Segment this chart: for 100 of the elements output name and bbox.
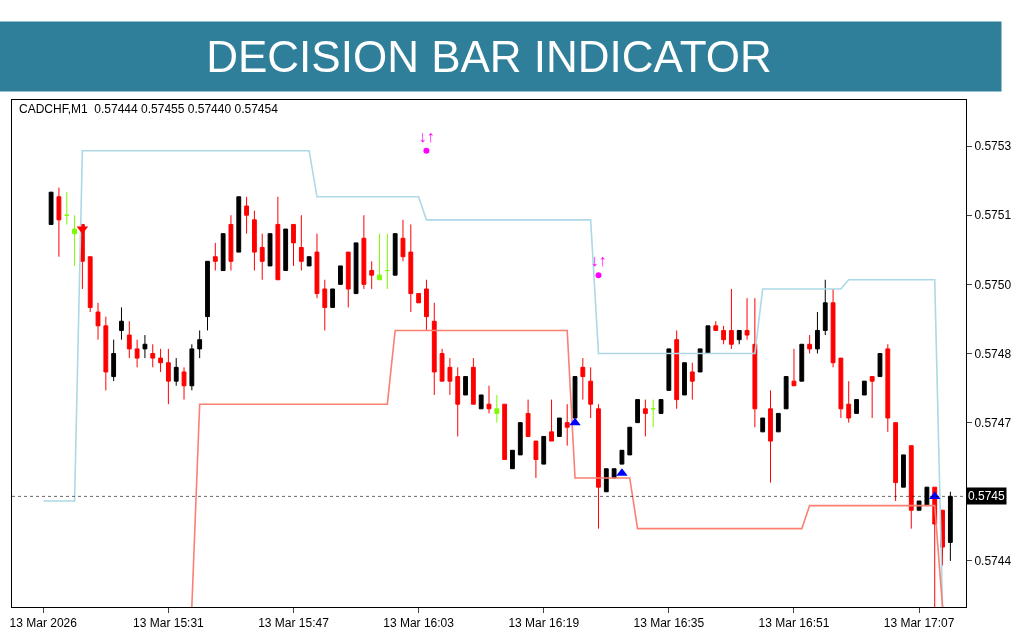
candlestick bbox=[893, 422, 899, 502]
x-tick-label: 13 Mar 16:51 bbox=[758, 616, 830, 631]
x-tick-label: 13 Mar 2026 bbox=[9, 616, 78, 631]
candlestick bbox=[486, 385, 492, 414]
candlestick bbox=[666, 348, 672, 391]
candlestick bbox=[510, 449, 515, 470]
candlestick bbox=[87, 256, 93, 313]
x-tick-label: 13 Mar 17:07 bbox=[883, 616, 955, 631]
candlestick bbox=[901, 454, 906, 488]
candlestick bbox=[869, 376, 875, 419]
candlestick bbox=[916, 500, 922, 511]
y-tick-label: 0.5744 bbox=[974, 554, 1012, 569]
candlestick bbox=[189, 343, 195, 391]
candlestick bbox=[799, 343, 805, 382]
candlestick bbox=[463, 376, 468, 396]
candlestick bbox=[439, 348, 445, 382]
candlestick bbox=[173, 357, 179, 387]
candlestick bbox=[885, 343, 891, 433]
candlestick bbox=[854, 399, 859, 414]
candlestick bbox=[908, 445, 914, 530]
candlestick bbox=[713, 320, 719, 331]
candlestick bbox=[728, 288, 734, 350]
data-label: ↓↑ bbox=[418, 127, 435, 145]
candlestick bbox=[384, 233, 390, 290]
candlestick bbox=[697, 348, 703, 373]
candlestick bbox=[744, 297, 750, 341]
candlestick bbox=[556, 417, 562, 437]
candlestick bbox=[165, 348, 171, 405]
candlestick bbox=[580, 357, 586, 401]
candlestick bbox=[361, 214, 367, 290]
candlestick bbox=[212, 242, 218, 272]
candlestick bbox=[517, 422, 523, 456]
candlestick bbox=[635, 399, 640, 424]
candlestick bbox=[822, 279, 828, 336]
candlestick bbox=[705, 325, 711, 354]
candlestick bbox=[111, 339, 117, 382]
candlestick bbox=[345, 251, 351, 308]
point bbox=[423, 147, 430, 154]
candlestick bbox=[181, 366, 187, 401]
candlestick bbox=[603, 468, 609, 493]
candlestick bbox=[330, 288, 336, 308]
candlestick bbox=[142, 334, 148, 359]
candlestick bbox=[205, 260, 210, 331]
candlestick bbox=[275, 196, 281, 281]
candlestick bbox=[95, 302, 101, 341]
candlestick bbox=[541, 435, 547, 465]
candlestick bbox=[314, 233, 320, 299]
candlestick bbox=[549, 399, 554, 442]
candlestick bbox=[861, 380, 867, 396]
candlestick bbox=[533, 440, 539, 479]
candlestick bbox=[619, 449, 625, 465]
candlestick bbox=[877, 353, 883, 378]
candlestick bbox=[298, 214, 304, 272]
x-tick-label: 13 Mar 16:03 bbox=[383, 616, 455, 631]
candlestick bbox=[72, 214, 77, 267]
candlestick bbox=[564, 403, 570, 447]
candlestick bbox=[267, 233, 273, 267]
candlestick bbox=[494, 394, 500, 424]
candlestick bbox=[596, 403, 601, 530]
candlestick bbox=[783, 376, 789, 410]
candlestick bbox=[846, 380, 852, 424]
candlestick bbox=[220, 233, 226, 272]
candlestick bbox=[64, 191, 70, 225]
candlestick bbox=[251, 210, 257, 272]
candlestick bbox=[721, 325, 727, 345]
candlestick bbox=[682, 362, 687, 396]
candlestick bbox=[736, 329, 742, 345]
candlestick bbox=[291, 223, 296, 267]
candlestick bbox=[658, 399, 664, 414]
x-tick-label: 13 Mar 16:35 bbox=[633, 616, 705, 631]
candlestick bbox=[838, 357, 844, 419]
candlestick bbox=[48, 191, 54, 225]
candlestick bbox=[572, 376, 578, 419]
chart-title: DECISION BAR INDICATOR bbox=[206, 32, 772, 81]
candlestick bbox=[650, 399, 656, 428]
candlestick bbox=[588, 366, 594, 419]
candlestick bbox=[338, 265, 343, 285]
candlestick bbox=[322, 279, 328, 331]
candlestick bbox=[392, 233, 398, 276]
candlestick bbox=[642, 399, 648, 437]
candlestick bbox=[502, 403, 508, 461]
candlestick bbox=[815, 311, 820, 354]
candlestick bbox=[400, 219, 406, 262]
line-series bbox=[191, 329, 944, 607]
x-tick-label: 13 Mar 15:31 bbox=[133, 616, 205, 631]
candlestick bbox=[283, 228, 289, 272]
candlestick bbox=[377, 233, 382, 281]
candlestick bbox=[775, 412, 781, 433]
candlestick bbox=[408, 223, 414, 313]
candlestick bbox=[470, 357, 476, 405]
point bbox=[595, 272, 602, 279]
candlestick bbox=[689, 362, 695, 401]
candlestick bbox=[416, 293, 422, 304]
candlestick bbox=[752, 297, 758, 428]
candlestick bbox=[158, 348, 163, 373]
candlestick bbox=[353, 242, 359, 295]
candlestick bbox=[259, 233, 265, 281]
y-tick-label: 0.5747 bbox=[974, 415, 1012, 430]
candlestick bbox=[830, 288, 836, 368]
candlestick bbox=[103, 316, 109, 391]
